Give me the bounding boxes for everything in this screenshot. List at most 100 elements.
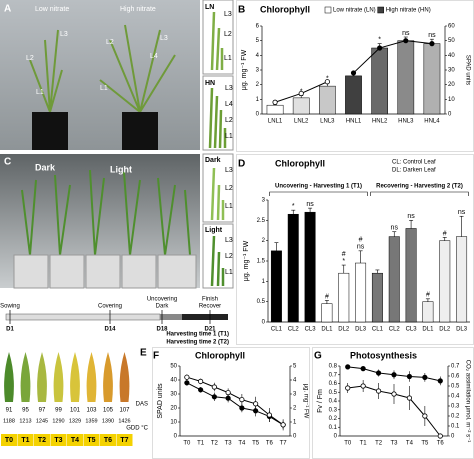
plants-a <box>29 24 176 113</box>
marker <box>239 405 245 411</box>
inset-title: Dark <box>205 157 221 164</box>
photo-label: Dark <box>35 162 56 172</box>
significance-label: ns <box>357 244 365 251</box>
significance-label: # <box>359 237 363 244</box>
y-axis-title: μg. mg⁻¹ FW <box>243 240 250 281</box>
y-axis-title: μg. mg⁻¹ FW <box>241 49 248 90</box>
x-tick-label: DL2 <box>439 327 451 333</box>
y2-tick-label: 0.3 <box>451 404 460 410</box>
significance-label: # <box>426 292 430 299</box>
significance-label: ns <box>391 225 399 232</box>
inset-title: Light <box>205 227 223 234</box>
marker <box>225 389 231 396</box>
significance-label: * <box>300 89 303 96</box>
x-tick-label: T6 <box>266 441 274 447</box>
y2-tick-label: 0.7 <box>451 364 460 370</box>
marker <box>422 413 428 419</box>
y-tick-label: 0 <box>256 112 260 118</box>
x-tick-label: DL3 <box>355 327 367 333</box>
panel-label: G <box>314 351 322 362</box>
y2-axis-title: CO₂ assimilation µmol. m⁻² s⁻¹ <box>464 360 470 442</box>
significance-label: * <box>378 36 381 43</box>
x-tick-label: T4 <box>406 441 414 447</box>
y-tick-label: 0 <box>262 320 266 326</box>
marker <box>298 90 304 97</box>
x-tick-label: T2 <box>211 441 219 447</box>
marker <box>406 373 413 380</box>
leaf <box>4 352 14 402</box>
y-tick-label: 2 <box>256 82 260 88</box>
x-tick-label: HNL1 <box>346 119 362 125</box>
y-tick-label: 20 <box>170 406 177 412</box>
harvest-label: Harvesting time 1 (T1) <box>166 332 229 338</box>
y2-tick-label: 2 <box>293 406 297 412</box>
time-cell <box>83 434 100 446</box>
marker <box>437 433 443 439</box>
time-cell <box>17 434 34 446</box>
y-tick-label: 0 <box>334 434 338 440</box>
x-tick-label: T3 <box>225 441 233 447</box>
bar <box>439 240 451 323</box>
timeline-event: Covering <box>98 304 122 310</box>
significance-label: ns <box>458 209 466 216</box>
y2-tick-label: 0.4 <box>451 394 460 400</box>
leaf-label: L3 <box>225 167 233 174</box>
leaf <box>119 352 130 402</box>
leaf <box>103 352 113 402</box>
y2-tick-label: 0.5 <box>451 384 460 390</box>
marker <box>266 412 272 418</box>
marker <box>350 70 357 76</box>
time-cell <box>116 434 133 446</box>
group-bracket <box>370 191 469 196</box>
y2-tick-label: 1 <box>293 420 297 426</box>
das-value: 105 <box>103 408 114 414</box>
leaf-label: L2 <box>225 253 233 260</box>
significance-label: * <box>326 75 329 82</box>
y2-tick-label: 0 <box>451 434 455 440</box>
gdd-value: 1213 <box>19 418 31 424</box>
significance-label: ns <box>306 201 314 208</box>
gdd-value: 1390 <box>102 418 114 424</box>
inset-title: HN <box>205 80 215 87</box>
leaf-label: L1 <box>100 85 108 92</box>
x-tick-label: T2 <box>375 441 383 447</box>
leaf-label: L4 <box>225 101 233 108</box>
leaf-label: L2 <box>106 39 114 46</box>
leaf-label: L3 <box>224 11 232 18</box>
plants-c <box>21 169 191 256</box>
time-label: T4 <box>71 437 79 444</box>
leaf-label: L2 <box>225 185 233 192</box>
gdd-value: 1359 <box>85 418 97 424</box>
chart-title: Chlorophyll <box>195 350 245 360</box>
x-tick-label: CL3 <box>305 327 317 333</box>
bar <box>345 75 362 115</box>
y2-tick-label: 0 <box>448 112 452 118</box>
inset-hn <box>202 75 234 151</box>
photo-label: Low nitrate <box>35 6 69 13</box>
x-tick-label: T1 <box>197 441 205 447</box>
time-label: T6 <box>104 437 112 444</box>
x-tick-label: DL2 <box>338 327 350 333</box>
bar <box>405 228 417 323</box>
y-tick-label: 0.8 <box>329 364 338 370</box>
panel-label: C <box>4 157 11 168</box>
bar <box>371 272 383 323</box>
gdd-value: 1426 <box>118 418 130 424</box>
y2-tick-label: 0.1 <box>451 424 460 430</box>
pot <box>32 112 68 150</box>
x-tick-label: T6 <box>437 441 445 447</box>
note: DL: Darken Leaf <box>392 168 436 174</box>
x-tick-label: HNL3 <box>398 119 414 125</box>
y2-tick-label: 0.2 <box>451 414 460 420</box>
marker <box>377 45 383 51</box>
bar <box>388 236 400 323</box>
bar <box>321 303 333 323</box>
x-tick-label: HNL4 <box>424 119 440 125</box>
timeline-event: Uncovering <box>147 297 177 303</box>
timeline-day: D1 <box>6 327 14 333</box>
das-value: 95 <box>22 408 29 414</box>
marker <box>360 366 366 372</box>
y-tick-label: 30 <box>170 392 177 398</box>
timeline-recover <box>182 314 228 320</box>
pot <box>122 112 158 150</box>
